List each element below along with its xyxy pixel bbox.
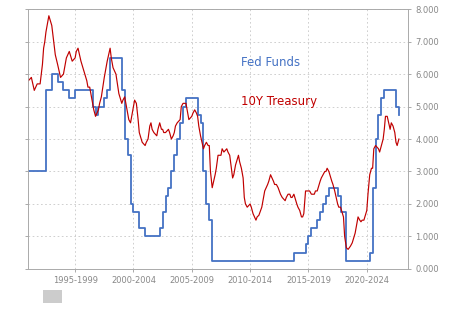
Text: Fed Funds: Fed Funds — [241, 56, 300, 70]
Text: 10Y Treasury: 10Y Treasury — [241, 95, 317, 108]
